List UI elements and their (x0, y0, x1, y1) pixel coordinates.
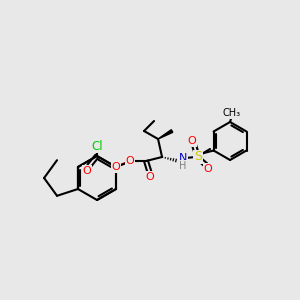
Text: O: O (188, 136, 197, 146)
Text: H: H (179, 161, 187, 171)
Text: O: O (146, 172, 154, 182)
Text: Cl: Cl (91, 140, 103, 152)
Text: O: O (112, 162, 120, 172)
Polygon shape (158, 130, 173, 139)
Text: N: N (179, 153, 187, 163)
Text: O: O (82, 166, 91, 176)
Text: S: S (194, 151, 202, 164)
Text: O: O (126, 156, 134, 166)
Text: O: O (204, 164, 212, 174)
Text: CH₃: CH₃ (223, 108, 241, 118)
